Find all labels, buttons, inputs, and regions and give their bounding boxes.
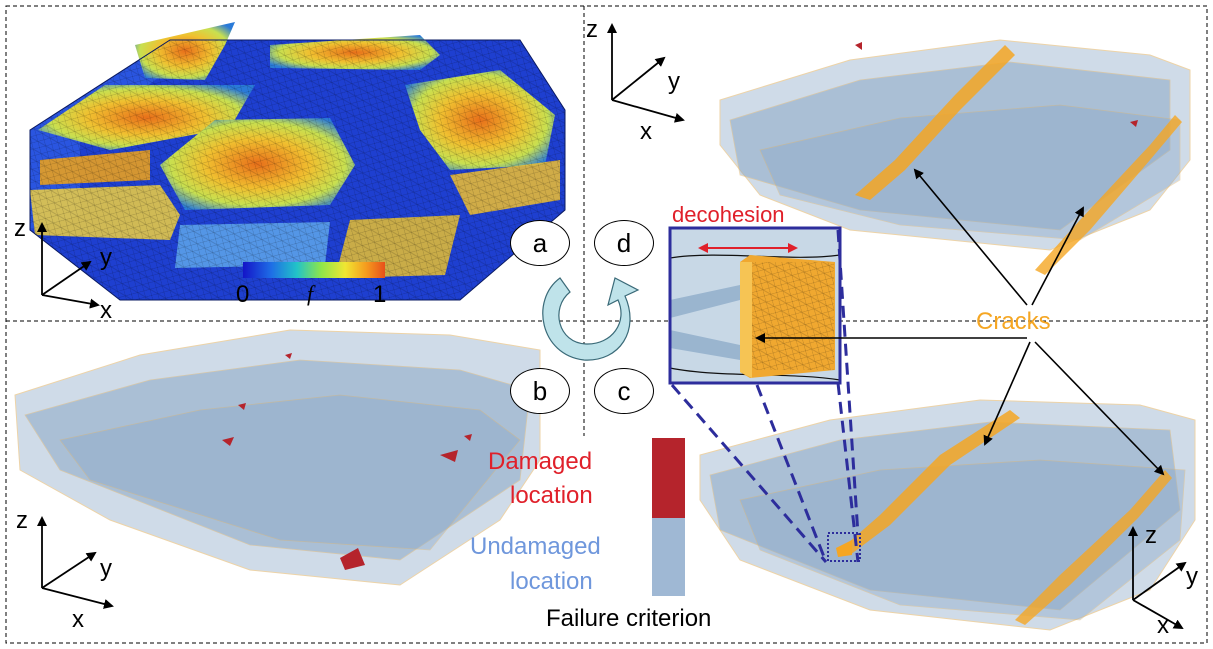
axes-d [607,23,685,123]
decohesion-inset [668,226,842,385]
axis-x-label-d: x [640,118,652,145]
cracks-label: Cracks [976,308,1051,335]
cycle-arrow [542,277,640,361]
panel-frame [5,5,1208,644]
axis-z-label-a: z [14,215,26,242]
failure-legend-bar [652,438,685,596]
crack-arrows [755,168,1165,476]
undamaged-label-line1: Undamaged [470,533,601,560]
undamaged-label-line2: location [510,568,593,595]
axes-b [37,516,114,609]
failure-criterion-label: Failure criterion [546,605,712,632]
colorbar-symbol: f [307,281,314,306]
panel-label-a: a [510,220,570,266]
panel-c-weave [699,399,1196,631]
axis-y-label-c: y [1186,563,1198,590]
colorbar-max-label: 1 [373,281,387,308]
damaged-label-line2: location [510,482,593,509]
axis-y-label-d: y [668,68,680,95]
axis-z-label-d: z [586,16,598,43]
zoom-lines [670,229,860,563]
axis-x-label-c: x [1157,612,1169,639]
axis-z-label-b: z [16,507,28,534]
axis-y-label-b: y [100,555,112,582]
axes-a [37,222,100,309]
axis-z-label-c: z [1145,522,1157,549]
damaged-label-line1: Damaged [488,448,593,475]
decohesion-label: decohesion [672,202,785,227]
panel-label-d: d [594,220,654,266]
colorbar [243,262,385,278]
panel-b-weave [14,329,541,586]
panel-label-b: b [510,368,570,414]
axis-y-label-a: y [100,244,112,271]
panel-label-c: c [594,368,654,414]
axis-x-label-a: x [100,297,112,324]
axis-x-label-b: x [72,606,84,633]
colorbar-min-label: 0 [236,281,250,308]
axes-c [1128,526,1187,629]
panel-a-mesh-weave [29,22,566,301]
